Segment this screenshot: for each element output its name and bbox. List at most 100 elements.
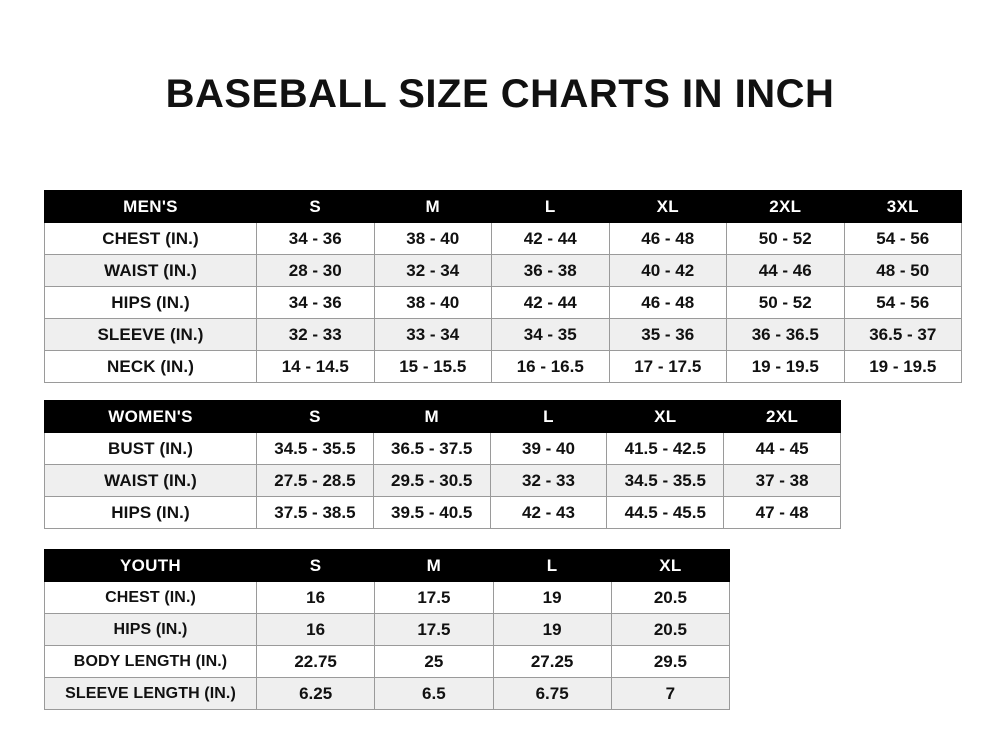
measurement-cell: 39 - 40: [489, 432, 608, 465]
measurement-cell: 42 - 43: [489, 496, 608, 529]
table-row: SLEEVE LENGTH (IN.) 6.25 6.5 6.75 7: [44, 677, 731, 710]
youth-table-body: CHEST (IN.) 16 17.5 19 20.5 HIPS (IN.) 16 17.5 1…: [44, 581, 731, 710]
measurement-cell: 46 - 48: [608, 222, 727, 255]
measurement-cell: 34 - 36: [256, 286, 375, 319]
youth-row-label: SLEEVE LENGTH (IN.): [44, 677, 257, 710]
header-row: WOMEN'S S M L XL 2XL: [44, 400, 841, 433]
youth-table-header: YOUTH S M L XL: [44, 549, 731, 582]
table-row: BUST (IN.) 34.5 - 35.5 36.5 - 37.5 39 - 40 4…: [44, 432, 841, 465]
measurement-cell: 36.5 - 37: [843, 318, 962, 351]
measurement-cell: 25: [374, 645, 494, 678]
measurement-cell: 50 - 52: [726, 286, 845, 319]
measurement-cell: 17.5: [374, 613, 494, 646]
header-row: MEN'S S M L XL 2XL 3XL: [44, 190, 962, 223]
mens-row-label: WAIST (IN.): [44, 254, 257, 287]
table-row: CHEST (IN.) 16 17.5 19 20.5: [44, 581, 731, 614]
measurement-cell: 16: [255, 581, 376, 614]
measurement-cell: 32 - 34: [373, 254, 492, 287]
measurement-cell: 38 - 40: [373, 222, 492, 255]
measurement-cell: 41.5 - 42.5: [606, 432, 725, 465]
measurement-cell: 48 - 50: [843, 254, 962, 287]
mens-size-header-xl: XL: [608, 190, 727, 223]
table-row: HIPS (IN.) 37.5 - 38.5 39.5 - 40.5 42 - 43 4…: [44, 496, 841, 529]
measurement-cell: 50 - 52: [726, 222, 845, 255]
measurement-cell: 27.25: [492, 645, 612, 678]
womens-row-label: HIPS (IN.): [44, 496, 257, 529]
mens-size-header-3xl: 3XL: [843, 190, 962, 223]
measurement-cell: 32 - 33: [489, 464, 608, 497]
youth-size-header-s: S: [255, 549, 376, 582]
youth-corner-label: YOUTH: [44, 549, 257, 582]
measurement-cell: 34 - 36: [256, 222, 375, 255]
measurement-cell: 47 - 48: [723, 496, 841, 529]
measurement-cell: 15 - 15.5: [373, 350, 492, 383]
measurement-cell: 32 - 33: [256, 318, 375, 351]
womens-size-header-l: L: [489, 400, 608, 433]
mens-size-header-l: L: [491, 190, 610, 223]
youth-row-label: HIPS (IN.): [44, 613, 257, 646]
measurement-cell: 44.5 - 45.5: [606, 496, 725, 529]
measurement-cell: 20.5: [610, 613, 731, 646]
measurement-cell: 29.5 - 30.5: [372, 464, 491, 497]
youth-row-label: BODY LENGTH (IN.): [44, 645, 257, 678]
measurement-cell: 54 - 56: [843, 222, 962, 255]
measurement-cell: 46 - 48: [608, 286, 727, 319]
measurement-cell: 6.25: [255, 677, 376, 710]
measurement-cell: 14 - 14.5: [256, 350, 375, 383]
mens-row-label: CHEST (IN.): [44, 222, 257, 255]
womens-size-header-2xl: 2XL: [723, 400, 841, 433]
table-row: NECK (IN.) 14 - 14.5 15 - 15.5 16 - 16.5 17 …: [44, 350, 962, 383]
mens-size-table: MEN'S S M L XL 2XL 3XL CHEST (IN.) 34 - 36 38 - …: [44, 190, 962, 383]
mens-size-header-2xl: 2XL: [726, 190, 845, 223]
measurement-cell: 19: [492, 581, 612, 614]
measurement-cell: 37.5 - 38.5: [256, 496, 374, 529]
measurement-cell: 17 - 17.5: [608, 350, 727, 383]
womens-size-header-s: S: [256, 400, 374, 433]
measurement-cell: 42 - 44: [491, 286, 610, 319]
mens-row-label: NECK (IN.): [44, 350, 257, 383]
mens-table-header: MEN'S S M L XL 2XL 3XL: [44, 190, 962, 223]
table-row: CHEST (IN.) 34 - 36 38 - 40 42 - 44 46 - 48 5…: [44, 222, 962, 255]
measurement-cell: 27.5 - 28.5: [256, 464, 374, 497]
womens-size-header-m: M: [372, 400, 491, 433]
measurement-cell: 19 - 19.5: [726, 350, 845, 383]
measurement-cell: 7: [610, 677, 731, 710]
measurement-cell: 34.5 - 35.5: [256, 432, 374, 465]
womens-corner-label: WOMEN'S: [44, 400, 257, 433]
mens-size-header-m: M: [373, 190, 492, 223]
measurement-cell: 36.5 - 37.5: [372, 432, 491, 465]
measurement-cell: 35 - 36: [608, 318, 727, 351]
table-row: WAIST (IN.) 27.5 - 28.5 29.5 - 30.5 32 - 33…: [44, 464, 841, 497]
mens-row-label: HIPS (IN.): [44, 286, 257, 319]
youth-row-label: CHEST (IN.): [44, 581, 257, 614]
womens-row-label: WAIST (IN.): [44, 464, 257, 497]
table-row: BODY LENGTH (IN.) 22.75 25 27.25 29.5: [44, 645, 731, 678]
womens-size-header-xl: XL: [606, 400, 725, 433]
measurement-cell: 17.5: [374, 581, 494, 614]
measurement-cell: 6.75: [492, 677, 612, 710]
measurement-cell: 20.5: [610, 581, 731, 614]
measurement-cell: 44 - 46: [726, 254, 845, 287]
youth-size-header-xl: XL: [610, 549, 731, 582]
measurement-cell: 16 - 16.5: [491, 350, 610, 383]
womens-row-label: BUST (IN.): [44, 432, 257, 465]
measurement-cell: 28 - 30: [256, 254, 375, 287]
measurement-cell: 16: [255, 613, 376, 646]
measurement-cell: 38 - 40: [373, 286, 492, 319]
table-row: WAIST (IN.) 28 - 30 32 - 34 36 - 38 40 - 42 4…: [44, 254, 962, 287]
mens-table-body: CHEST (IN.) 34 - 36 38 - 40 42 - 44 46 - 48 5…: [44, 222, 962, 383]
measurement-cell: 36 - 36.5: [726, 318, 845, 351]
measurement-cell: 22.75: [255, 645, 376, 678]
youth-size-header-l: L: [492, 549, 612, 582]
measurement-cell: 19 - 19.5: [843, 350, 962, 383]
page-title: BASEBALL SIZE CHARTS IN INCH: [165, 72, 835, 116]
womens-table-body: BUST (IN.) 34.5 - 35.5 36.5 - 37.5 39 - 40 4…: [44, 432, 841, 529]
mens-corner-label: MEN'S: [44, 190, 257, 223]
mens-size-header-s: S: [256, 190, 375, 223]
measurement-cell: 29.5: [610, 645, 731, 678]
table-row: HIPS (IN.) 34 - 36 38 - 40 42 - 44 46 - 48 50…: [44, 286, 962, 319]
measurement-cell: 19: [492, 613, 612, 646]
measurement-cell: 54 - 56: [843, 286, 962, 319]
youth-size-table: YOUTH S M L XL CHEST (IN.) 16 17.5 19 20.5 HIPS (…: [44, 549, 731, 710]
